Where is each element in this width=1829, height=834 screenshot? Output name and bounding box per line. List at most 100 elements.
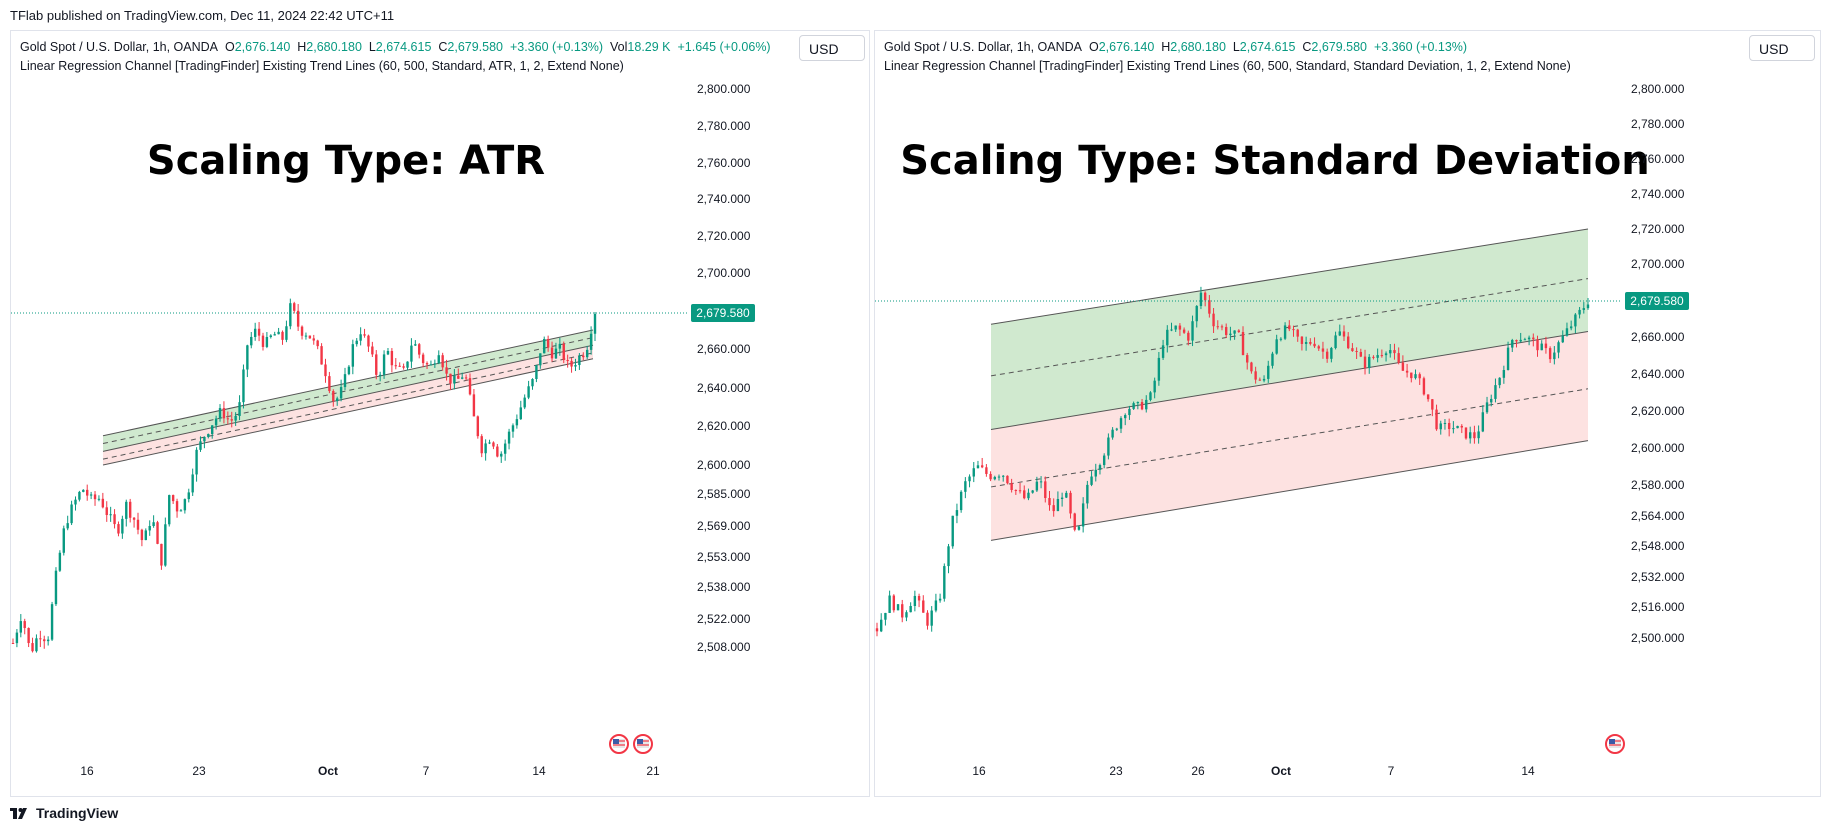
candle-body — [1544, 343, 1548, 349]
candle — [943, 563, 946, 602]
chart-panel-stddev[interactable]: Gold Spot / U.S. Dollar, 1h, OANDA O2,67… — [874, 30, 1821, 797]
candle — [1515, 339, 1518, 348]
candle — [35, 634, 38, 653]
candle-body — [160, 543, 163, 566]
channel-upper-line — [102, 329, 594, 437]
candle-body — [930, 610, 933, 626]
candle — [113, 509, 116, 529]
channel-upper-fill — [103, 330, 593, 452]
chart-panel-atr[interactable]: Gold Spot / U.S. Dollar, 1h, OANDA O2,67… — [10, 30, 870, 797]
volume-value: 18.29 K — [627, 40, 671, 54]
us-event-flag-icon[interactable] — [633, 734, 653, 754]
channel-upper-line — [990, 228, 1589, 325]
candle — [460, 372, 464, 380]
candle-body — [164, 524, 167, 566]
candle-body — [562, 343, 565, 361]
candle — [1481, 405, 1485, 433]
candle-body — [238, 402, 241, 416]
candle-body — [371, 346, 374, 355]
last-price-badge — [691, 304, 755, 322]
candle-body — [976, 465, 980, 469]
candle — [304, 332, 308, 340]
candle-body — [128, 501, 132, 518]
candle — [503, 439, 507, 461]
candle-body — [457, 375, 460, 379]
candle — [117, 521, 120, 537]
channel-inner-lower-dashed — [990, 388, 1589, 488]
indicator-label[interactable]: Linear Regression Channel [TradingFinder… — [20, 59, 624, 73]
candle — [558, 337, 562, 356]
candle — [578, 353, 581, 370]
candle — [128, 498, 132, 523]
candle-body — [1511, 340, 1514, 348]
candle-body — [1246, 355, 1249, 363]
candle — [1262, 375, 1266, 383]
volume-change-value: +1.645 (+0.06%) — [677, 40, 771, 54]
y-tick-label: 2,800.000 — [1631, 82, 1685, 96]
candle — [1506, 341, 1510, 371]
candle-body — [1069, 492, 1072, 514]
candle-body — [1460, 425, 1463, 428]
candle-body — [1565, 328, 1569, 336]
candle — [1199, 286, 1203, 310]
indicator-label[interactable]: Linear Regression Channel [TradingFinder… — [884, 59, 1571, 73]
candle — [1098, 463, 1102, 475]
candle — [214, 415, 218, 430]
candle-body — [582, 355, 585, 358]
candle-body — [1199, 292, 1203, 307]
candle-body — [347, 366, 351, 375]
candle — [328, 371, 331, 394]
us-event-flag-icon[interactable] — [1605, 734, 1625, 754]
symbol-label[interactable]: Gold Spot / U.S. Dollar, 1h, OANDA — [884, 40, 1082, 54]
candle — [1161, 339, 1165, 360]
candle — [1359, 348, 1363, 358]
chart-canvas-atr[interactable]: Scaling Type: ATR 2,800.000 2,780.000 2,760… — [11, 31, 869, 796]
candle-body — [265, 337, 269, 347]
candle — [1077, 525, 1081, 531]
candle-body — [1372, 356, 1375, 358]
candle-body — [535, 365, 538, 379]
candle-body — [1380, 355, 1384, 357]
y-tick-label: 2,640.000 — [1631, 367, 1685, 381]
symbol-label[interactable]: Gold Spot / U.S. Dollar, 1h, OANDA — [20, 40, 218, 54]
candle-body — [207, 434, 210, 437]
candle — [539, 353, 542, 369]
candle — [546, 335, 550, 352]
candle-body — [1469, 432, 1472, 439]
candle-body — [226, 418, 230, 420]
candle-body — [503, 443, 507, 454]
candle — [66, 515, 69, 531]
tradingview-logo[interactable]: TradingView — [10, 805, 118, 821]
candle-body — [58, 552, 62, 571]
chart-canvas-stddev[interactable]: Scaling Type: Standard Deviation 2,800.00… — [875, 31, 1820, 796]
candle — [997, 474, 1001, 481]
candle — [1044, 476, 1047, 503]
candle-body — [105, 507, 108, 516]
candle-body — [332, 391, 335, 402]
candle — [1182, 327, 1186, 334]
candle — [1237, 329, 1241, 333]
candle — [1498, 377, 1501, 389]
currency-button[interactable]: USD — [1749, 35, 1815, 61]
currency-button[interactable]: USD — [799, 35, 865, 61]
candle — [922, 595, 925, 613]
candle — [1187, 330, 1190, 346]
candle-body — [566, 360, 569, 362]
channel-lower-line — [102, 358, 594, 466]
us-event-flag-icon[interactable] — [609, 734, 629, 754]
y-tick-label: 2,538.000 — [697, 580, 751, 594]
candle — [1523, 337, 1527, 341]
candle — [1447, 418, 1451, 437]
candle — [905, 610, 908, 622]
candle-body — [101, 498, 105, 508]
candle-body — [1241, 332, 1245, 356]
candle — [375, 350, 378, 380]
candle — [1178, 323, 1182, 336]
candle-body — [1195, 306, 1198, 322]
candle — [1569, 320, 1573, 331]
candle — [1006, 475, 1009, 485]
candle — [132, 517, 136, 528]
candle-body — [429, 364, 433, 366]
candle — [148, 520, 151, 536]
candle-body — [1393, 350, 1396, 354]
